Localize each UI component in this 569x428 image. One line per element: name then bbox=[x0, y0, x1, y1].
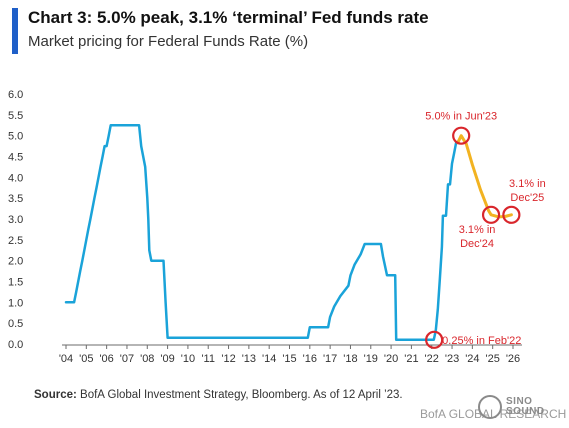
highlight-circle bbox=[425, 330, 444, 349]
x-tick-label: '09 bbox=[160, 353, 174, 365]
x-axis: '04 '05 '06 '07 '08 '09 '10 '11 '12 '13 '14 '15 '16 '… bbox=[59, 345, 520, 365]
x-tick-label: '12 bbox=[221, 353, 235, 365]
annotation-line: Dec'24 bbox=[460, 238, 494, 250]
x-tick-label: '16 bbox=[303, 353, 317, 365]
chart-subtitle: Market pricing for Federal Funds Rate (%… bbox=[28, 33, 309, 50]
x-tick-label: '22 bbox=[425, 353, 439, 365]
y-tick-label: 6.0 bbox=[8, 89, 23, 101]
x-tick-label: '17 bbox=[323, 353, 337, 365]
highlight-circle bbox=[452, 126, 471, 145]
annotation-line: Dec'25 bbox=[510, 192, 544, 204]
x-tick-label: '14 bbox=[262, 353, 276, 365]
highlight-layer bbox=[425, 126, 521, 349]
y-tick-label: 1.5 bbox=[8, 277, 23, 289]
highlight-circle bbox=[481, 205, 501, 224]
watermark-logo: SINO SOUND bbox=[478, 392, 562, 422]
y-tick-label: 3.0 bbox=[8, 214, 23, 226]
x-tick-label: '25 bbox=[486, 353, 500, 365]
y-tick-label: 1.0 bbox=[8, 297, 23, 309]
x-tick-label: '06 bbox=[99, 353, 113, 365]
x-tick-label: '19 bbox=[364, 353, 378, 365]
y-axis: 0.0 0.5 1.0 1.5 2.0 2.5 3.0 3.5 4.0 4.5 5.0 5.5 6.0 bbox=[8, 89, 23, 351]
y-tick-label: 2.5 bbox=[8, 235, 23, 247]
market-pricing-line bbox=[456, 134, 513, 219]
x-tick-label: '26 bbox=[506, 353, 520, 365]
chart-title: Chart 3: 5.0% peak, 3.1% ‘terminal’ Fed … bbox=[28, 8, 429, 27]
x-tick-label: '10 bbox=[181, 353, 195, 365]
source-label: Source: bbox=[34, 389, 77, 401]
y-tick-label: 2.0 bbox=[8, 256, 23, 268]
fed-funds-historical-line bbox=[64, 124, 459, 342]
x-tick-label: '24 bbox=[465, 353, 479, 365]
x-tick-label: '20 bbox=[384, 353, 398, 365]
highlight-circle bbox=[502, 205, 521, 224]
y-tick-label: 0.0 bbox=[8, 339, 23, 351]
y-tick-label: 0.5 bbox=[8, 318, 23, 330]
x-tick-label: '05 bbox=[79, 353, 93, 365]
y-tick-label: 4.0 bbox=[8, 172, 23, 184]
watermark-circle-icon bbox=[478, 395, 502, 419]
watermark-text: SINO SOUND bbox=[506, 396, 545, 417]
y-tick-label: 5.5 bbox=[8, 110, 23, 122]
y-tick-label: 4.5 bbox=[8, 152, 23, 164]
annotation-label: 3.1% in Dec'25 bbox=[509, 178, 546, 204]
series-layer bbox=[64, 124, 513, 342]
title-accent-bar bbox=[12, 8, 18, 54]
x-tick-label: '04 bbox=[59, 353, 73, 365]
x-tick-label: '21 bbox=[404, 353, 418, 365]
source-note: Source: BofA Global Investment Strategy,… bbox=[34, 389, 403, 401]
x-tick-label: '23 bbox=[445, 353, 459, 365]
annotation-line: 3.1% in bbox=[459, 224, 496, 236]
annotation-label: 0.25% in Feb'22 bbox=[442, 335, 521, 347]
y-tick-label: 5.0 bbox=[8, 131, 23, 143]
annotation-label: 5.0% in Jun'23 bbox=[425, 111, 497, 123]
source-text: BofA Global Investment Strategy, Bloombe… bbox=[76, 389, 403, 401]
x-tick-label: '08 bbox=[140, 353, 154, 365]
x-tick-label: '07 bbox=[120, 353, 134, 365]
y-tick-label: 3.5 bbox=[8, 193, 23, 205]
annotation-line: 3.1% in bbox=[509, 178, 546, 190]
x-tick-label: '15 bbox=[282, 353, 296, 365]
annotation-layer: 0.25% in Feb'22 5.0% in Jun'23 3.1% in Dec'… bbox=[425, 111, 545, 347]
x-tick-label: '11 bbox=[201, 353, 215, 365]
x-tick-label: '13 bbox=[242, 353, 256, 365]
x-tick-label: '18 bbox=[343, 353, 357, 365]
annotation-label: 3.1% in Dec'24 bbox=[459, 224, 496, 250]
